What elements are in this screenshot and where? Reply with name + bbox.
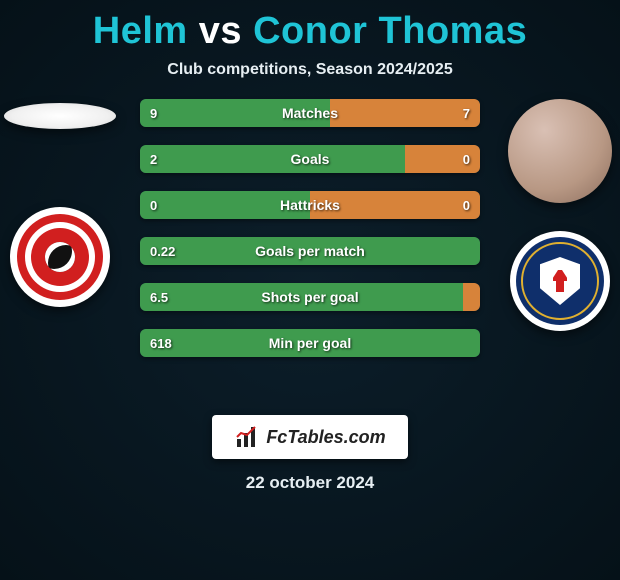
player2-avatar xyxy=(508,99,612,203)
stat-value-left: 6.5 xyxy=(140,283,178,311)
stat-value-right: 7 xyxy=(453,99,480,127)
player1-club-badge xyxy=(10,207,110,307)
stat-value-left: 0 xyxy=(140,191,167,219)
branding-chart-icon xyxy=(234,425,260,449)
player1-name: Helm xyxy=(93,10,188,52)
stat-value-right xyxy=(460,237,480,265)
stat-label: Shots per goal xyxy=(140,283,480,311)
branding-text: FcTables.com xyxy=(266,427,385,448)
player1-avatar xyxy=(4,103,116,129)
stat-value-right xyxy=(460,283,480,311)
stat-bars: Matches97Goals20Hattricks00Goals per mat… xyxy=(140,99,480,357)
stat-value-right: 0 xyxy=(453,191,480,219)
date: 22 october 2024 xyxy=(0,473,620,493)
comparison-title: Helm vs Conor Thomas xyxy=(0,0,620,53)
subtitle: Club competitions, Season 2024/2025 xyxy=(0,61,620,79)
stat-value-left: 0.22 xyxy=(140,237,185,265)
stat-label: Goals per match xyxy=(140,237,480,265)
stat-value-right: 0 xyxy=(453,145,480,173)
title-vs: vs xyxy=(199,10,242,52)
branding-box: FcTables.com xyxy=(212,415,408,459)
player2-club-badge xyxy=(510,231,610,331)
stat-row: Hattricks0 0 xyxy=(140,191,480,219)
stat-value-left: 618 xyxy=(140,329,182,357)
stat-row: Goals2 0 xyxy=(140,145,480,173)
player2-name: Conor Thomas xyxy=(253,10,527,52)
stat-value-left: 2 xyxy=(140,145,167,173)
left-column xyxy=(0,99,120,307)
stat-row: Shots per goal6.5 xyxy=(140,283,480,311)
stat-label: Goals xyxy=(140,145,480,173)
stat-label: Matches xyxy=(140,99,480,127)
stat-value-left: 9 xyxy=(140,99,167,127)
stat-row: Matches9 7 xyxy=(140,99,480,127)
stat-row: Goals per match0.22 xyxy=(140,237,480,265)
stat-value-right xyxy=(460,329,480,357)
stat-label: Min per goal xyxy=(140,329,480,357)
stat-row: Min per goal618 xyxy=(140,329,480,357)
comparison-content: Matches97Goals20Hattricks00Goals per mat… xyxy=(0,99,620,399)
right-column xyxy=(500,99,620,331)
stat-label: Hattricks xyxy=(140,191,480,219)
